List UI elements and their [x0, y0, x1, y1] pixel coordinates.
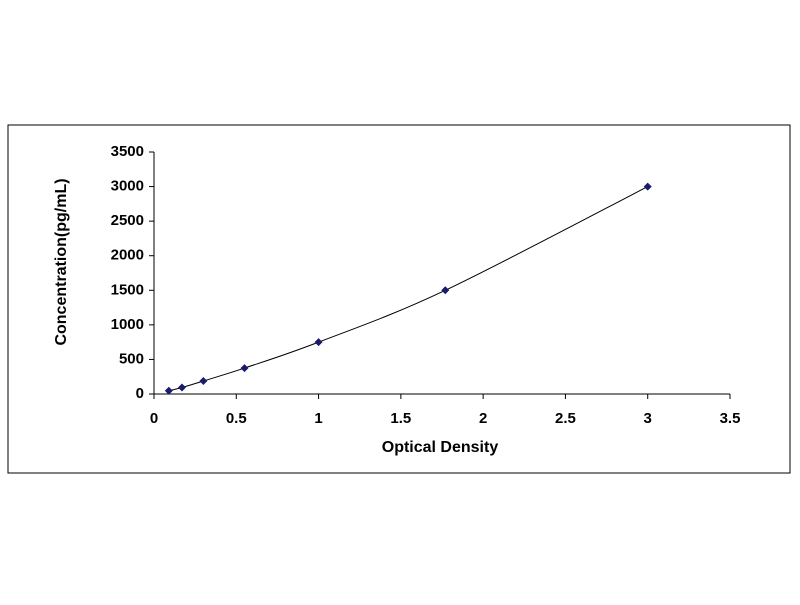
data-point: [177, 383, 186, 392]
x-tick-label: 2.5: [555, 410, 576, 427]
y-tick-label: 0: [136, 385, 144, 402]
chart-frame: [7, 124, 791, 474]
data-point: [164, 386, 173, 395]
x-tick-label: 3.5: [720, 410, 741, 427]
y-tick-label: 500: [119, 350, 144, 367]
x-tick-label: 1.5: [390, 410, 411, 427]
x-tick-label: 1: [314, 410, 322, 427]
data-point: [314, 338, 323, 347]
y-tick-label: 3500: [111, 143, 144, 160]
data-point: [240, 364, 249, 373]
y-tick-label: 2500: [111, 212, 144, 229]
y-tick-label: 1500: [111, 281, 144, 298]
data-point: [199, 377, 208, 386]
x-axis-label: Optical Density: [382, 439, 499, 456]
x-tick-label: 0: [150, 410, 158, 427]
x-tick-label: 2: [479, 410, 487, 427]
y-axis-label: Concentration(pg/mL): [53, 178, 70, 345]
y-tick-label: 2000: [111, 247, 144, 264]
data-point: [441, 286, 450, 295]
x-tick-label: 0.5: [226, 410, 247, 427]
x-tick-label: 3: [644, 410, 652, 427]
data-point: [643, 182, 652, 191]
y-tick-label: 1000: [111, 316, 144, 333]
y-tick-label: 3000: [111, 178, 144, 195]
